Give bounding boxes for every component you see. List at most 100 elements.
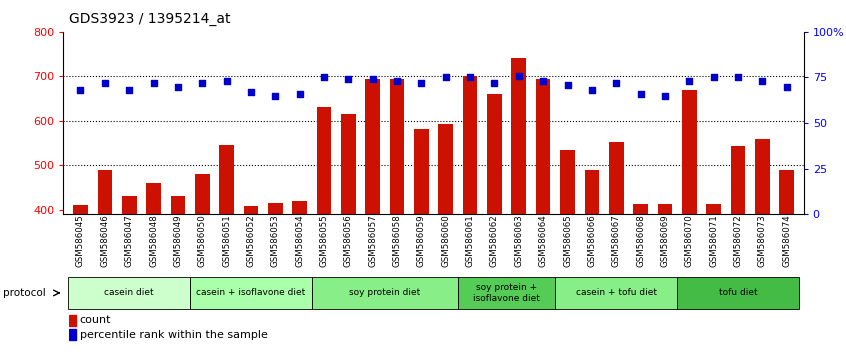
Text: GSM586054: GSM586054	[295, 214, 305, 267]
Text: GSM586060: GSM586060	[442, 214, 450, 267]
Bar	[634, 204, 648, 354]
Point	[487, 80, 501, 86]
Bar	[69, 315, 76, 326]
Text: GSM586049: GSM586049	[173, 214, 183, 267]
Bar	[122, 196, 136, 354]
Bar	[390, 79, 404, 354]
Text: GSM586057: GSM586057	[368, 214, 377, 267]
Text: GSM586070: GSM586070	[684, 214, 694, 267]
Bar	[195, 174, 210, 354]
Point	[609, 80, 623, 86]
Text: GSM586053: GSM586053	[271, 214, 280, 267]
Text: GSM586046: GSM586046	[101, 214, 109, 267]
Point	[390, 78, 404, 84]
Point	[634, 91, 647, 97]
Text: GSM586073: GSM586073	[758, 214, 766, 267]
Point	[658, 93, 672, 98]
Text: GSM586052: GSM586052	[246, 214, 255, 267]
Bar	[312, 277, 458, 309]
Bar	[677, 277, 799, 309]
Bar	[219, 145, 233, 354]
Text: GSM586058: GSM586058	[393, 214, 402, 267]
Point	[561, 82, 574, 87]
Text: casein diet: casein diet	[104, 289, 154, 297]
Text: GSM586072: GSM586072	[733, 214, 743, 267]
Text: GSM586063: GSM586063	[514, 214, 524, 267]
Text: count: count	[80, 315, 111, 325]
Text: tofu diet: tofu diet	[718, 289, 757, 297]
Bar	[268, 203, 283, 354]
Bar	[414, 129, 429, 354]
Text: casein + tofu diet: casein + tofu diet	[575, 289, 656, 297]
Point	[464, 75, 477, 80]
Point	[195, 80, 209, 86]
Text: GSM586045: GSM586045	[76, 214, 85, 267]
Bar	[657, 204, 673, 354]
Point	[731, 75, 744, 80]
Text: soy protein diet: soy protein diet	[349, 289, 420, 297]
Text: GSM586071: GSM586071	[709, 214, 718, 267]
Bar	[463, 76, 477, 354]
Point	[146, 80, 160, 86]
Bar	[731, 146, 745, 354]
Text: GSM586066: GSM586066	[587, 214, 596, 267]
Point	[512, 73, 525, 79]
Bar	[487, 94, 502, 354]
Text: GDS3923 / 1395214_at: GDS3923 / 1395214_at	[69, 12, 231, 27]
Bar	[682, 90, 696, 354]
Bar	[755, 138, 770, 354]
Text: GSM586050: GSM586050	[198, 214, 206, 267]
Point	[293, 91, 306, 97]
Bar	[779, 170, 794, 354]
Point	[755, 78, 769, 84]
Bar	[706, 204, 721, 354]
Bar	[74, 205, 88, 354]
Point	[220, 78, 233, 84]
Point	[439, 75, 453, 80]
Bar	[365, 79, 380, 354]
Point	[585, 87, 599, 93]
Text: GSM586059: GSM586059	[417, 214, 426, 267]
Text: GSM586069: GSM586069	[661, 214, 669, 267]
Text: GSM586061: GSM586061	[465, 214, 475, 267]
Point	[98, 80, 112, 86]
Bar	[458, 277, 555, 309]
Text: GSM586067: GSM586067	[612, 214, 621, 267]
Bar	[609, 142, 624, 354]
Bar	[585, 170, 599, 354]
Bar	[438, 124, 453, 354]
Point	[415, 80, 428, 86]
Text: percentile rank within the sample: percentile rank within the sample	[80, 330, 267, 339]
Text: GSM586055: GSM586055	[320, 214, 328, 267]
Text: GSM586074: GSM586074	[783, 214, 791, 267]
Text: GSM586051: GSM586051	[222, 214, 231, 267]
Bar	[293, 201, 307, 354]
Bar	[97, 170, 113, 354]
Text: soy protein +
isoflavone diet: soy protein + isoflavone diet	[473, 283, 540, 303]
Bar	[69, 329, 76, 340]
Bar	[69, 277, 190, 309]
Bar	[146, 183, 161, 354]
Point	[780, 84, 794, 89]
Bar	[316, 108, 332, 354]
Text: GSM586065: GSM586065	[563, 214, 572, 267]
Text: protocol: protocol	[3, 288, 46, 298]
Text: GSM586068: GSM586068	[636, 214, 645, 267]
Bar	[536, 79, 551, 354]
Bar	[244, 206, 258, 354]
Point	[683, 78, 696, 84]
Bar	[171, 196, 185, 354]
Point	[317, 75, 331, 80]
Text: GSM586048: GSM586048	[149, 214, 158, 267]
Point	[366, 76, 380, 82]
Point	[74, 87, 87, 93]
Point	[244, 89, 258, 95]
Point	[268, 93, 282, 98]
Point	[342, 76, 355, 82]
Text: GSM586064: GSM586064	[539, 214, 547, 267]
Point	[123, 87, 136, 93]
Bar	[555, 277, 677, 309]
Bar	[512, 58, 526, 354]
Point	[171, 84, 184, 89]
Text: GSM586056: GSM586056	[343, 214, 353, 267]
